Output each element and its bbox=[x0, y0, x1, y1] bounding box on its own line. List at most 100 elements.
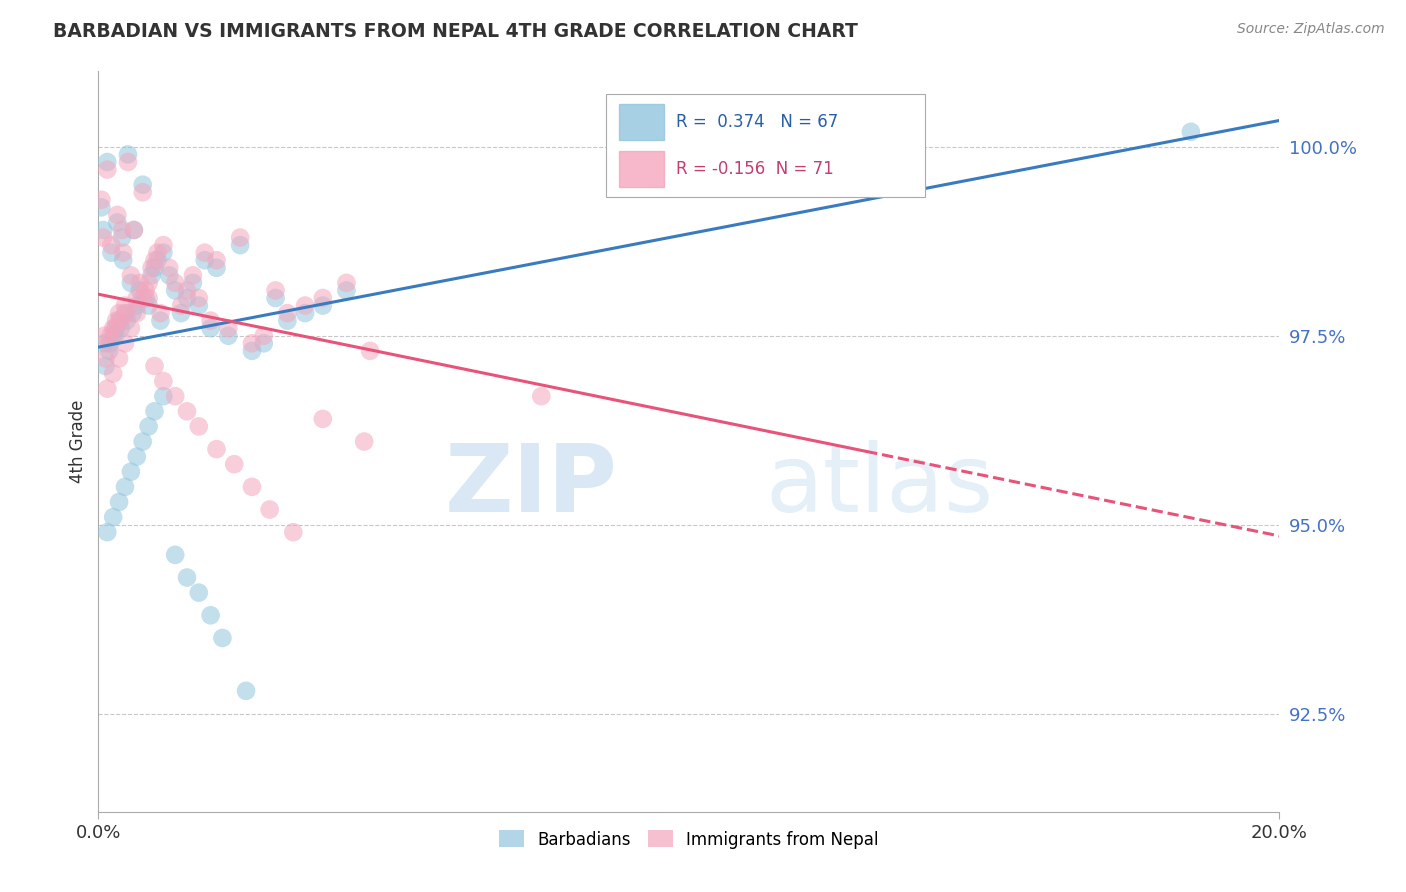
Point bbox=[105, 313, 128, 327]
Point bbox=[152, 238, 174, 252]
Point bbox=[103, 328, 125, 343]
Point bbox=[165, 548, 187, 562]
Point bbox=[294, 299, 316, 313]
Point bbox=[120, 321, 142, 335]
Point bbox=[152, 245, 174, 260]
Point bbox=[141, 268, 163, 283]
Point bbox=[276, 306, 298, 320]
Point bbox=[240, 343, 263, 358]
Point bbox=[117, 147, 139, 161]
Point bbox=[103, 367, 125, 381]
Text: BARBADIAN VS IMMIGRANTS FROM NEPAL 4TH GRADE CORRELATION CHART: BARBADIAN VS IMMIGRANTS FROM NEPAL 4TH G… bbox=[53, 22, 858, 41]
Point bbox=[104, 321, 127, 335]
Point bbox=[335, 276, 357, 290]
Point bbox=[170, 306, 193, 320]
Point bbox=[235, 683, 257, 698]
Point bbox=[211, 631, 233, 645]
Point bbox=[217, 328, 239, 343]
Legend: Barbadians, Immigrants from Nepal: Barbadians, Immigrants from Nepal bbox=[492, 823, 886, 855]
Point bbox=[132, 291, 155, 305]
Point bbox=[91, 230, 114, 244]
Point bbox=[353, 434, 375, 449]
Y-axis label: 4th Grade: 4th Grade bbox=[69, 400, 87, 483]
Point bbox=[152, 374, 174, 388]
Point bbox=[149, 313, 172, 327]
Point bbox=[96, 162, 118, 177]
Point bbox=[128, 284, 150, 298]
Point bbox=[103, 321, 125, 335]
Point bbox=[103, 510, 125, 524]
Point bbox=[187, 419, 209, 434]
Point bbox=[143, 253, 166, 268]
Point bbox=[157, 260, 180, 275]
Point bbox=[138, 419, 160, 434]
Point bbox=[264, 291, 287, 305]
Point bbox=[93, 328, 115, 343]
Point bbox=[93, 336, 115, 351]
Point bbox=[110, 313, 132, 327]
Point bbox=[170, 299, 193, 313]
Point bbox=[100, 245, 122, 260]
Point bbox=[108, 351, 131, 366]
Point bbox=[165, 276, 187, 290]
Point bbox=[165, 284, 187, 298]
Point bbox=[312, 412, 335, 426]
Point bbox=[98, 336, 121, 351]
Point bbox=[112, 245, 135, 260]
Point bbox=[98, 328, 121, 343]
Point bbox=[120, 276, 142, 290]
Point bbox=[253, 328, 276, 343]
Point bbox=[200, 608, 222, 623]
Point bbox=[181, 276, 204, 290]
Point bbox=[115, 313, 138, 327]
Point bbox=[96, 525, 118, 540]
Point bbox=[114, 336, 136, 351]
Point bbox=[111, 230, 134, 244]
Point bbox=[135, 291, 157, 305]
Point bbox=[240, 336, 263, 351]
Point bbox=[94, 359, 117, 373]
Point bbox=[125, 306, 148, 320]
Point bbox=[240, 480, 263, 494]
Point bbox=[117, 155, 139, 169]
Point bbox=[187, 585, 209, 599]
Point bbox=[149, 306, 172, 320]
Point bbox=[138, 291, 160, 305]
Point bbox=[176, 291, 198, 305]
Point bbox=[194, 245, 217, 260]
Point bbox=[312, 291, 335, 305]
Point bbox=[105, 208, 128, 222]
Text: Source: ZipAtlas.com: Source: ZipAtlas.com bbox=[1237, 22, 1385, 37]
Point bbox=[96, 382, 118, 396]
Point bbox=[141, 260, 163, 275]
Point bbox=[253, 336, 276, 351]
Point bbox=[200, 313, 222, 327]
Point bbox=[187, 291, 209, 305]
Point bbox=[143, 359, 166, 373]
Point bbox=[125, 450, 148, 464]
Point bbox=[259, 502, 281, 516]
Point bbox=[91, 223, 114, 237]
Point bbox=[112, 253, 135, 268]
Point bbox=[146, 253, 169, 268]
Point bbox=[122, 223, 145, 237]
Point bbox=[108, 313, 131, 327]
Point bbox=[121, 306, 143, 320]
Point bbox=[125, 291, 148, 305]
Point bbox=[176, 284, 198, 298]
Point bbox=[283, 525, 305, 540]
Point bbox=[90, 193, 112, 207]
Point bbox=[146, 245, 169, 260]
Point bbox=[120, 465, 142, 479]
Text: atlas: atlas bbox=[766, 440, 994, 532]
Point bbox=[294, 306, 316, 320]
Point bbox=[205, 442, 228, 456]
Point bbox=[122, 223, 145, 237]
Point bbox=[110, 321, 132, 335]
Point bbox=[217, 321, 239, 335]
Point bbox=[229, 230, 252, 244]
Point bbox=[115, 306, 138, 320]
Point bbox=[143, 404, 166, 418]
Point bbox=[224, 457, 246, 471]
Point bbox=[335, 284, 357, 298]
